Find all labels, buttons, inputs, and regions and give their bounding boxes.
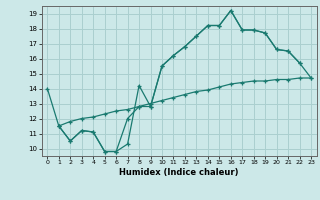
X-axis label: Humidex (Indice chaleur): Humidex (Indice chaleur) (119, 168, 239, 177)
